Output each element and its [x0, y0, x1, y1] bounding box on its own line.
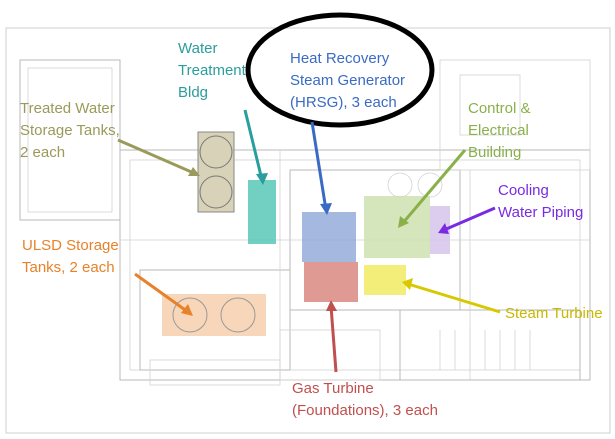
- arrowhead: [438, 223, 449, 234]
- label-text: Tanks, 2 each: [22, 259, 115, 276]
- label-text: Heat Recovery: [290, 50, 390, 67]
- label-text: Treatment: [178, 62, 247, 79]
- label-text: Treated Water: [20, 100, 115, 117]
- arrow: [134, 272, 189, 314]
- label-text: Cooling: [498, 182, 549, 199]
- highlight-ellipse: [245, 12, 435, 128]
- arrowheads: [181, 167, 449, 316]
- tank: [199, 175, 233, 209]
- treated-water-tanks: [197, 131, 235, 213]
- label-text: ULSD Storage: [22, 237, 119, 254]
- label-text: Water: [178, 40, 217, 57]
- arrow: [407, 282, 501, 314]
- label-text: Storage Tanks,: [20, 122, 120, 139]
- label-text: Gas Turbine: [292, 380, 374, 397]
- labels: Treated Water Storage Tanks, 2 each Water Tr…: [20, 40, 603, 419]
- arrowhead: [326, 300, 337, 311]
- label-text: 2 each: [20, 144, 65, 161]
- control-building-area: [364, 196, 430, 258]
- arrows: [117, 109, 501, 373]
- label-text: (HRSG), 3 each: [290, 94, 397, 111]
- arrowhead: [320, 203, 332, 215]
- label-text: Steam Turbine: [505, 305, 603, 322]
- label-text: Building: [468, 144, 521, 161]
- arrowhead: [398, 216, 409, 228]
- label-text: Steam Generator: [290, 72, 405, 89]
- label-text: Water Piping: [498, 204, 583, 221]
- arrow: [243, 109, 264, 181]
- hrsg-area: [302, 212, 356, 262]
- gas-turbine-area: [304, 262, 358, 302]
- arrow: [443, 206, 496, 232]
- cooling-piping-area: [430, 206, 450, 254]
- label-text: Control &: [468, 100, 531, 117]
- label-text: (Foundations), 3 each: [292, 402, 438, 419]
- tank: [220, 297, 256, 333]
- plan-drawing: [19, 59, 591, 386]
- ulsd-tanks-area: [162, 294, 266, 336]
- arrowhead: [181, 304, 193, 316]
- arrowhead: [256, 173, 268, 185]
- arrowhead: [402, 278, 413, 290]
- steam-turbine-area: [364, 265, 406, 295]
- arrow: [117, 138, 197, 176]
- arrowhead: [188, 167, 200, 176]
- label-text: Electrical: [468, 122, 529, 139]
- arrow: [400, 149, 467, 225]
- tank: [199, 135, 233, 169]
- label-text: Bldg: [178, 84, 208, 101]
- arrow: [310, 121, 328, 211]
- tank: [172, 297, 208, 333]
- water-treatment-area: [248, 180, 276, 244]
- arrow: [329, 305, 338, 373]
